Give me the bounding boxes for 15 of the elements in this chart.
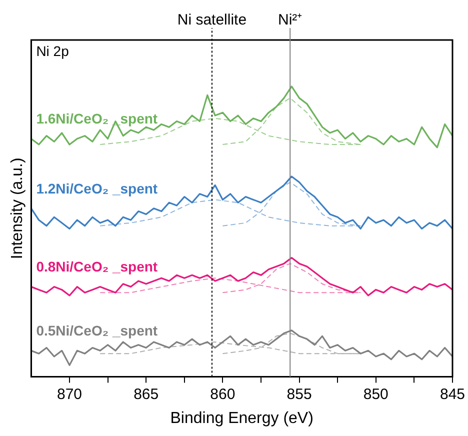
series-label: 0.5Ni/CeO₂ _spent <box>36 322 158 339</box>
ref-line-label: Ni²⁺ <box>278 12 302 29</box>
x-tick-label: 845 <box>440 386 465 403</box>
ref-line-label: Ni satellite <box>177 12 247 29</box>
x-tick-label: 855 <box>286 386 312 403</box>
y-axis-title: Intensity (a.u.) <box>9 158 26 260</box>
x-tick-label: 865 <box>134 386 159 403</box>
x-tick-label: 870 <box>56 386 82 403</box>
x-tick-label: 850 <box>363 386 388 403</box>
series-label: 1.2Ni/CeO₂ _spent <box>36 180 158 196</box>
x-tick-label: 860 <box>210 386 236 403</box>
series-label: 0.8Ni/CeO₂ _spent <box>36 258 158 275</box>
text: Ni 2p <box>36 42 70 59</box>
series-label: 1.6Ni/CeO₂ _spent <box>36 110 158 127</box>
x-axis-title: Binding Energy (eV) <box>170 410 314 427</box>
